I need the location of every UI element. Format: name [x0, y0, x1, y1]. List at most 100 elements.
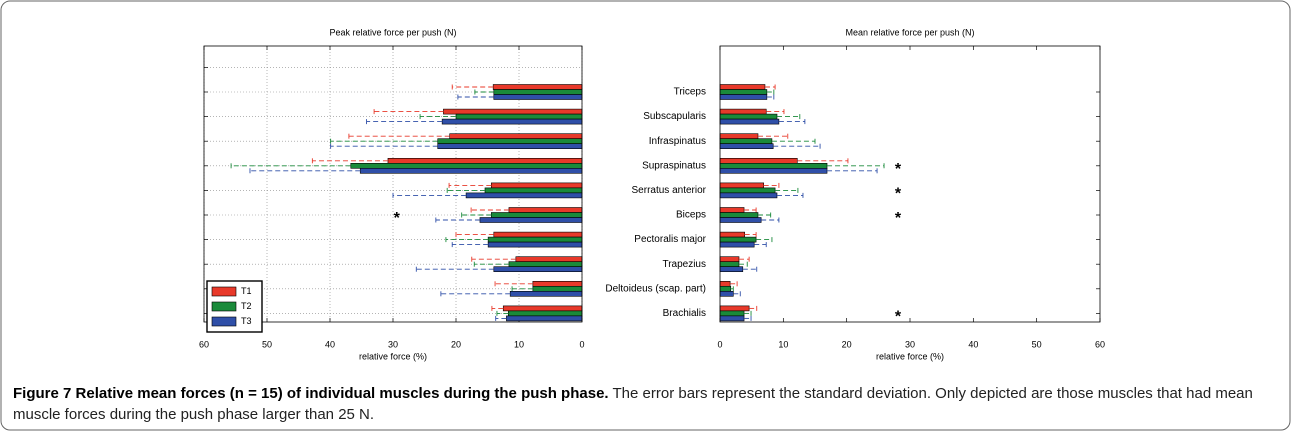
x-tick-label: 40: [968, 339, 978, 349]
caption-text: The error bars represent the standard de…: [13, 385, 1253, 423]
bar: [719, 256, 740, 263]
annotation: *: [895, 309, 902, 326]
bar: [455, 113, 583, 120]
bar: [719, 192, 778, 199]
bar: [507, 310, 583, 317]
x-tick-label: 30: [388, 339, 398, 349]
legend-label: T1: [241, 286, 252, 296]
x-tick-label: 60: [199, 339, 209, 349]
bar: [443, 108, 583, 115]
bar: [719, 94, 768, 100]
y-tick-label: Trapezius: [662, 259, 706, 270]
plot-frame: [203, 45, 583, 323]
bar: [719, 310, 745, 317]
bar: [719, 217, 762, 223]
bar: [719, 315, 745, 322]
bar: [719, 285, 732, 292]
x-tick-label: 0: [717, 339, 722, 349]
bar: [359, 168, 583, 174]
caption-label: Figure 7: [13, 385, 72, 402]
y-tick-label: Serratus anterior: [632, 185, 707, 196]
bar: [449, 133, 583, 139]
bar: [502, 305, 583, 312]
x-tick-label: 20: [451, 339, 461, 349]
bar: [493, 231, 583, 238]
bar: [719, 163, 828, 169]
x-tick-label: 30: [905, 339, 915, 349]
x-axis-label: relative force (%): [876, 351, 944, 361]
bar: [719, 305, 750, 312]
bar: [719, 241, 755, 248]
bar: [437, 138, 583, 144]
x-tick-label: 10: [778, 339, 788, 349]
bar: [515, 256, 583, 263]
bar: [493, 94, 583, 100]
bar: [437, 143, 583, 149]
bar: [350, 163, 583, 169]
legend-swatch: [211, 286, 237, 297]
bar: [508, 261, 583, 268]
y-tick-label: Infraspinatus: [649, 136, 706, 147]
bar: [719, 158, 798, 164]
legend-label: T2: [241, 301, 252, 311]
bar: [492, 84, 583, 90]
bar: [719, 108, 767, 115]
caption-title: Relative mean forces (n = 15) of individ…: [75, 385, 609, 402]
y-tick-label: Triceps: [674, 87, 706, 98]
bar: [719, 207, 745, 213]
bar: [719, 118, 780, 125]
y-tick-label: Supraspinatus: [642, 160, 706, 171]
x-tick-label: 20: [842, 339, 852, 349]
bar: [490, 182, 583, 189]
bar: [719, 266, 744, 273]
bar: [532, 280, 583, 287]
bar: [719, 290, 734, 297]
bar: [719, 261, 740, 268]
bar: [719, 133, 759, 139]
bar: [532, 285, 583, 292]
bar: [509, 290, 583, 297]
annotation: *: [895, 186, 902, 203]
x-tick-label: 50: [1032, 339, 1042, 349]
y-tick-label: Pectoralis major: [634, 234, 706, 245]
bar: [465, 192, 583, 199]
x-tick-label: 40: [325, 339, 335, 349]
bar: [719, 280, 731, 287]
x-tick-label: 60: [1095, 339, 1105, 349]
bar: [719, 138, 773, 144]
plot-frame: [719, 45, 1101, 323]
y-tick-label: Brachialis: [663, 308, 706, 319]
y-tick-label: Subscapularis: [643, 111, 706, 122]
bar: [441, 118, 583, 125]
legend-swatch: [211, 316, 237, 327]
bar: [719, 168, 828, 174]
bar: [490, 212, 583, 218]
chart-title: Peak relative force per push (N): [329, 27, 456, 37]
chart-title: Mean relative force per push (N): [845, 27, 974, 37]
bar: [493, 266, 583, 273]
x-tick-label: 0: [579, 339, 584, 349]
x-axis-label: relative force (%): [359, 351, 427, 361]
bar: [387, 158, 583, 164]
bar: [719, 182, 765, 189]
bar: [719, 113, 778, 120]
bar: [719, 84, 766, 90]
bar: [719, 187, 776, 194]
bar: [487, 241, 583, 248]
legend-label: T3: [241, 316, 252, 326]
bar: [719, 212, 759, 218]
annotation: *: [895, 161, 902, 178]
annotation: *: [895, 210, 902, 227]
bar: [493, 89, 583, 95]
x-tick-label: 10: [514, 339, 524, 349]
bar: [508, 207, 583, 213]
bar: [719, 231, 746, 238]
bar: [719, 143, 774, 149]
bar: [719, 89, 768, 95]
annotation: *: [394, 210, 401, 227]
y-tick-label: Deltoideus (scap. part): [605, 283, 706, 294]
caption: Figure 7 Relative mean forces (n = 15) o…: [13, 383, 1279, 425]
bar: [479, 217, 583, 223]
